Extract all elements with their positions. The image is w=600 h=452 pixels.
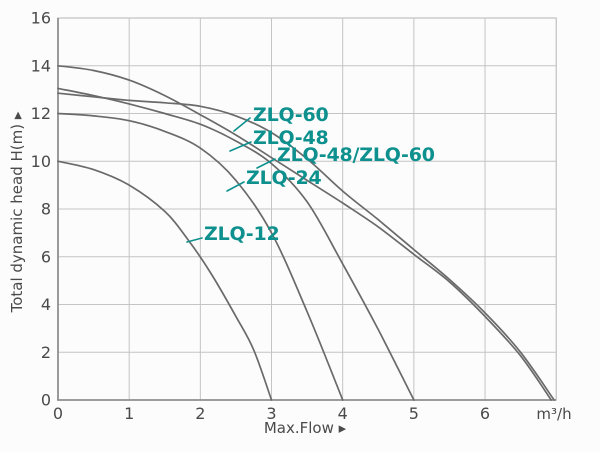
- x-axis-title: Max.Flow ▸: [264, 419, 347, 437]
- x-tick-label-6: 6: [480, 404, 490, 423]
- leader-line-zlq-24: [226, 181, 245, 192]
- x-tick-label-2: 2: [195, 404, 205, 423]
- curve-zlq-60: [57, 64, 553, 401]
- x-tick-label-4: 4: [338, 404, 348, 423]
- grid-layer: [57, 17, 557, 401]
- y-tick-label-14: 14: [31, 56, 51, 75]
- curve-label-zlq-48: ZLQ-48: [253, 127, 329, 149]
- x-tick-label-0: 0: [53, 404, 63, 423]
- x-unit-label: m³/h: [536, 405, 571, 423]
- curve-layer: [57, 64, 555, 401]
- leader-line-zlq-12: [186, 237, 203, 243]
- curve-label-zlq-48-zlq-60: ZLQ-48/ZLQ-60: [277, 144, 435, 166]
- y-tick-label-2: 2: [41, 343, 51, 362]
- curve-zlq-48-zlq-60: [57, 92, 555, 401]
- curve-zlq-12: [57, 160, 273, 401]
- y-tick-label-4: 4: [41, 295, 51, 314]
- leader-line-zlq-48: [229, 141, 252, 152]
- x-tick-label-1: 1: [124, 404, 134, 423]
- x-tick-label-3: 3: [266, 404, 276, 423]
- curve-zlq-24: [57, 112, 344, 401]
- curve-zlq-48: [57, 87, 415, 401]
- y-axis-title: Total dynamic head H(m) ▸: [8, 111, 26, 313]
- curve-label-zlq-12: ZLQ-12: [204, 223, 280, 245]
- y-tick-label-0: 0: [41, 391, 51, 410]
- curve-label-zlq-60: ZLQ-60: [253, 104, 329, 126]
- y-tick-label-10: 10: [31, 152, 51, 171]
- x-tick-label-5: 5: [409, 404, 419, 423]
- leader-line-zlq-60: [233, 117, 251, 132]
- curve-label-zlq-24: ZLQ-24: [246, 167, 322, 189]
- y-tick-label-12: 12: [31, 104, 51, 123]
- y-tick-label-6: 6: [41, 247, 51, 266]
- y-tick-label-16: 16: [31, 9, 51, 28]
- y-tick-label-8: 8: [41, 200, 51, 219]
- axis-layer: [57, 18, 557, 401]
- leader-line-zlq-48-zlq-60: [256, 158, 276, 169]
